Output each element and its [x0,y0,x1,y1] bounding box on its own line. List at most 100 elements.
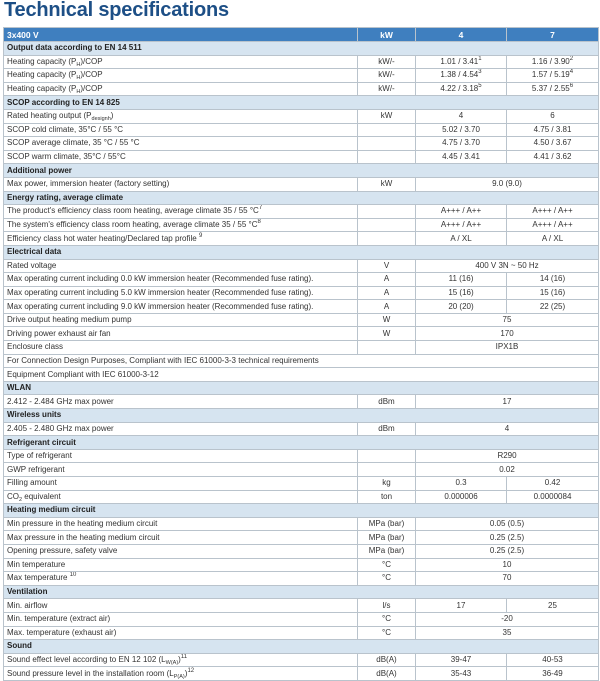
table-row: Max operating current including 9.0 kW i… [3,299,599,314]
row-label: GWP refrigerant [3,462,358,477]
table-row: Rated voltage V 400 V 3N ~ 50 Hz [3,258,599,274]
value-text: R290 [497,451,517,461]
header-model-7: 7 [506,27,599,42]
section-title: Sound [3,639,599,654]
row-label: The system's efficiency class room heati… [3,217,358,233]
row-label: Drive output heating medium pump [3,312,358,328]
value-text: 1.57 / 5.19 [531,70,570,80]
value-cell-model-4: 5.02 / 3.70 [415,122,507,138]
row-label: Equipment Compliant with IEC 61000-3-12 [3,367,599,382]
value-text: 1.16 / 3.90 [531,56,570,66]
footnote-ref: 1 [478,55,482,62]
unit-cell: kW/- [357,81,416,97]
table-row: SCOP cold climate, 35°C / 55 °C 5.02 / 3.… [3,122,599,138]
value-cell-model-7: 25 [506,598,599,613]
label-text: 2.412 - 2.484 GHz max power [7,396,114,406]
label-text: Sound effect level according to EN 12 10… [7,655,166,665]
value-text: A+++ / A++ [532,220,573,230]
section-row: SCOP according to EN 14 825 [3,95,599,110]
value-cell-model-7: 0.0000084 [506,489,599,505]
footnote-ref: 8 [257,219,261,226]
value-cell-model-7: 5.37 / 2.556 [506,81,599,97]
value-cell-shared: 0.25 (2.5) [415,543,599,559]
value-cell-shared: 17 [415,394,599,410]
row-label: Heating capacity (PH)/COP [3,54,358,70]
unit-cell: kg [357,476,416,491]
row-label: Heating capacity (PH)/COP [3,81,358,97]
value-text: 70 [502,573,512,583]
value-cell-model-7: 6 [506,108,599,124]
label-subscript: designh [91,116,111,123]
unit-cell: °C [357,625,416,641]
row-label: Max temperature 10 [3,571,358,586]
value-cell-model-4: 20 (20) [415,299,507,314]
value-cell-shared: 75 [415,312,599,328]
value-text: 1.01 / 3.41 [440,56,479,66]
value-text: 0.02 [499,464,515,474]
value-cell-model-7: 1.57 / 5.194 [506,68,599,83]
section-row: Heating medium circuit [3,503,599,518]
row-label: Min temperature [3,557,358,573]
unit-cell [357,136,416,151]
value-text: 36-49 [542,668,563,678]
unit-cell: kW/- [357,68,416,83]
section-row: Additional power [3,163,599,178]
value-text: 4.50 / 3.67 [533,138,572,148]
unit-cell: kW [357,176,416,192]
row-label: Max operating current including 5.0 kW i… [3,285,358,301]
value-cell-model-7: 4.75 / 3.81 [506,122,599,138]
value-cell-shared: R290 [415,448,599,464]
value-cell-model-7: 22 (25) [506,299,599,314]
value-text: 0.3 [455,478,467,488]
table-row: Enclosure class IPX1B [3,340,599,355]
table-row: Driving power exhaust air fan W 170 [3,326,599,342]
value-text: 0.25 (2.5) [489,532,525,542]
value-cell-model-7: 4.41 / 3.62 [506,149,599,165]
unit-cell [357,340,416,355]
specifications-table: 3x400 V kW 4 7 Output data according to … [3,27,599,681]
table-row: The system's efficiency class room heati… [3,217,599,233]
label-text: Drive output heating medium pump [7,315,132,325]
label-text: SCOP average climate, 35 °C / 55 °C [7,138,140,148]
unit-cell [357,122,416,138]
label-text: Max operating current including 0.0 kW i… [7,274,314,284]
label-text: Driving power exhaust air fan [7,328,111,338]
section-title: Additional power [3,163,599,178]
value-text: 4.75 / 3.81 [533,124,572,134]
table-row: Max operating current including 0.0 kW i… [3,272,599,287]
row-label: Min. airflow [3,598,358,613]
value-cell-shared: 0.25 (2.5) [415,530,599,545]
value-cell-model-7: 0.42 [506,476,599,491]
value-text: A / XL [450,233,472,243]
table-row: Max power, immersion heater (factory set… [3,176,599,192]
table-row: Heating capacity (PH)/COP kW/- 1.01 / 3.41… [3,54,599,70]
label-text: Rated heating output (P [7,111,92,121]
value-cell-shared: -20 [415,611,599,627]
label-text: Heating capacity (P [7,84,77,94]
label-text: Enclosure class [7,342,64,352]
row-label: Min. temperature (extract air) [3,611,358,627]
row-label: Max power, immersion heater (factory set… [3,176,358,192]
footnote-ref: 4 [569,69,574,76]
value-cell-model-7: 36-49 [506,666,599,681]
row-label: 2.412 - 2.484 GHz max power [3,394,358,410]
unit-cell: dBm [357,394,416,410]
label-text: Min temperature [7,559,66,569]
table-row: Min temperature °C 10 [3,557,599,573]
section-title: Electrical data [3,244,599,260]
value-text: 0.000006 [444,491,478,501]
footnote-ref: 11 [180,654,188,661]
page-title: Technical specifications [4,0,229,21]
value-cell-model-7: 1.16 / 3.902 [506,54,599,70]
value-text: 4 [458,111,464,121]
value-text: 35-43 [450,668,472,678]
value-text: 9.0 (9.0) [492,179,522,189]
table-row: 2.405 - 2.480 GHz max power dBm 4 [3,421,599,437]
label-text: Rated voltage [7,260,57,270]
value-cell-model-4: 0.3 [415,476,507,491]
footnote-ref: 5 [478,83,482,90]
table-row: Max operating current including 5.0 kW i… [3,285,599,301]
value-cell-model-4: A+++ / A++ [415,217,507,233]
table-row: Filling amount kg 0.3 0.42 [3,476,599,491]
table-row: Min. airflow l/s 17 25 [3,598,599,613]
